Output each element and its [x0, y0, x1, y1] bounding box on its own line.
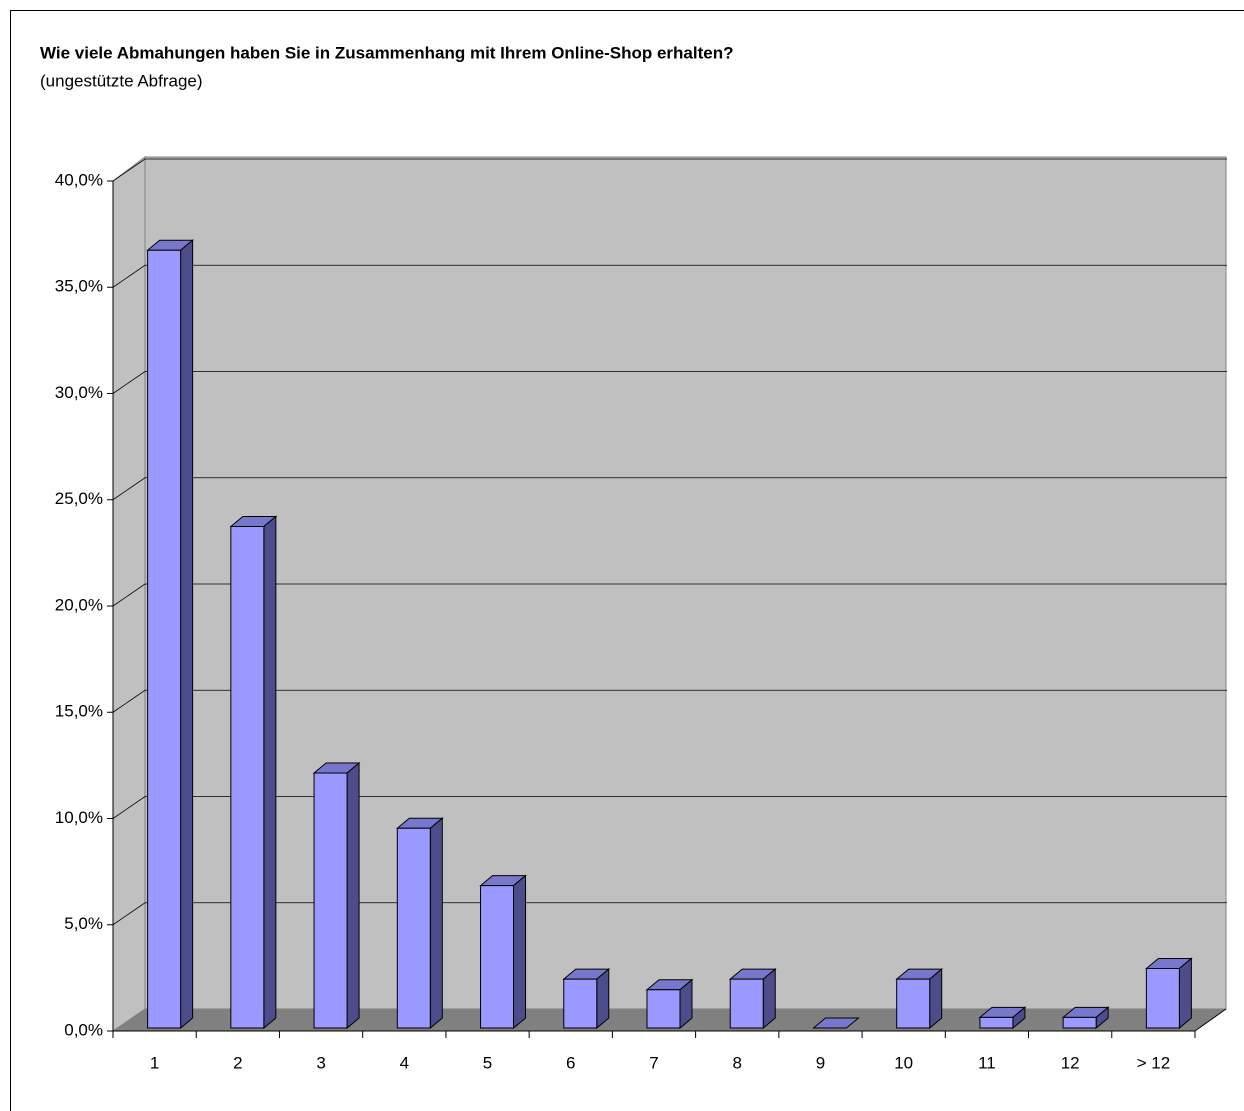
x-tick-label: 7	[649, 1053, 658, 1072]
y-tick-label: 30,0%	[55, 383, 103, 402]
y-tick-label: 40,0%	[55, 170, 103, 189]
x-tick-label: 6	[566, 1053, 575, 1072]
bar	[395, 817, 444, 1030]
bar-front	[1062, 1016, 1097, 1029]
x-tick-label: 9	[816, 1053, 825, 1072]
bar-front	[480, 885, 515, 1029]
bar	[1061, 1006, 1110, 1030]
bar	[645, 978, 694, 1030]
bar-front	[147, 249, 182, 1029]
grid-line	[112, 902, 1227, 926]
bar	[728, 968, 777, 1030]
bar-front	[646, 989, 681, 1029]
bar-side	[1178, 957, 1192, 1030]
bar-front	[896, 978, 931, 1029]
grid-line	[112, 371, 1227, 394]
x-tick-label: 11	[978, 1053, 996, 1072]
chart-title: Wie viele Abmahungen haben Sie in Zusamm…	[40, 43, 734, 62]
bar-side	[762, 968, 776, 1030]
bar	[895, 968, 944, 1030]
bar	[146, 239, 194, 1030]
bar	[562, 968, 611, 1030]
back-wall	[144, 156, 1227, 1010]
y-tick-label: 0,0%	[64, 1020, 103, 1039]
x-tick-label: 1	[150, 1053, 159, 1072]
bar-side	[929, 968, 943, 1030]
x-tick-label: 8	[732, 1053, 741, 1072]
x-tick-label: 12	[1061, 1053, 1080, 1072]
bar-front	[979, 1016, 1014, 1029]
grid-line	[112, 477, 1227, 501]
y-tick-label: 35,0%	[55, 277, 103, 296]
x-tick-label: 5	[483, 1053, 492, 1072]
bar-front	[396, 827, 431, 1029]
bar	[479, 874, 527, 1030]
y-tick-label: 25,0%	[55, 489, 103, 508]
bar	[978, 1006, 1027, 1030]
x-tick-label: > 12	[1137, 1053, 1171, 1072]
x-tick-label: 2	[233, 1053, 242, 1072]
y-tick-label: 20,0%	[55, 595, 103, 614]
grid-line	[112, 796, 1227, 819]
bar-front	[1145, 968, 1180, 1029]
bar	[1145, 957, 1193, 1030]
side-wall	[112, 156, 146, 1032]
bar	[229, 515, 278, 1030]
x-tick-label: 10	[894, 1053, 913, 1072]
bar-front	[563, 978, 598, 1029]
bar-side	[596, 968, 610, 1030]
bar-side	[513, 874, 527, 1030]
bar-front	[230, 526, 265, 1029]
y-tick-label: 15,0%	[55, 702, 103, 721]
y-tick-label: 5,0%	[64, 914, 103, 933]
bar-top	[812, 1017, 860, 1029]
bar-front	[313, 772, 348, 1029]
bar-side	[429, 817, 443, 1030]
grid-line	[112, 689, 1227, 713]
floor-edge	[1194, 1008, 1227, 1032]
bar-side	[346, 761, 360, 1030]
x-tick-label: 4	[400, 1053, 409, 1072]
chart-subtitle: (ungestützte Abfrage)	[40, 71, 203, 90]
bar-side	[180, 239, 194, 1030]
bar-side	[263, 515, 277, 1030]
bar	[812, 1017, 860, 1029]
x-tick-label: 3	[316, 1053, 325, 1072]
bar-front	[729, 978, 764, 1029]
grid-line	[112, 158, 1227, 182]
grid-line	[112, 264, 1227, 288]
bar	[312, 761, 361, 1030]
y-tick-label: 10,0%	[55, 808, 103, 827]
grid-line	[112, 583, 1227, 607]
